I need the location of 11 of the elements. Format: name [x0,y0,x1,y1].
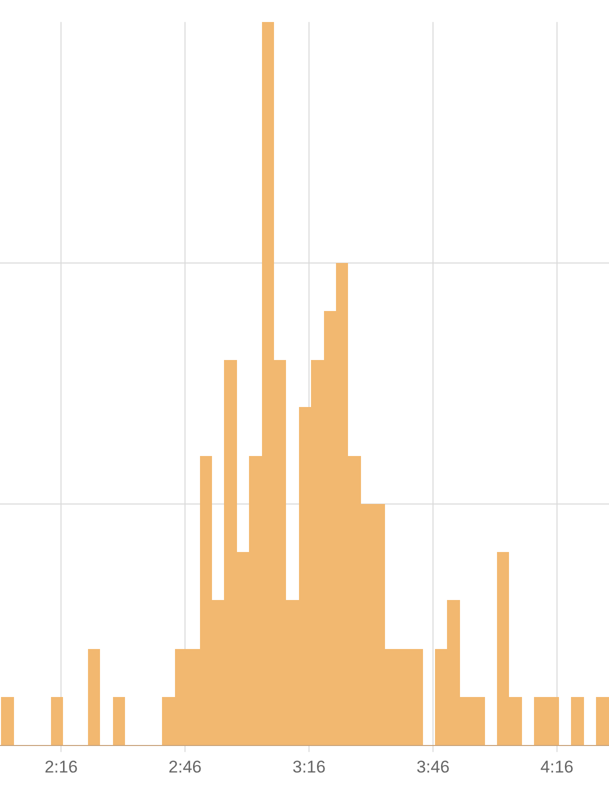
x-tick-label: 4:16 [540,757,574,776]
x-tick-label: 2:46 [168,757,202,776]
bar [1,697,14,745]
bar [596,697,609,745]
x-tick-label: 3:46 [416,757,450,776]
bar [113,697,125,745]
bar [51,697,63,745]
bar [571,697,584,745]
x-tick-label: 2:16 [44,757,78,776]
x-tick-label: 3:16 [292,757,326,776]
bar [88,649,100,745]
